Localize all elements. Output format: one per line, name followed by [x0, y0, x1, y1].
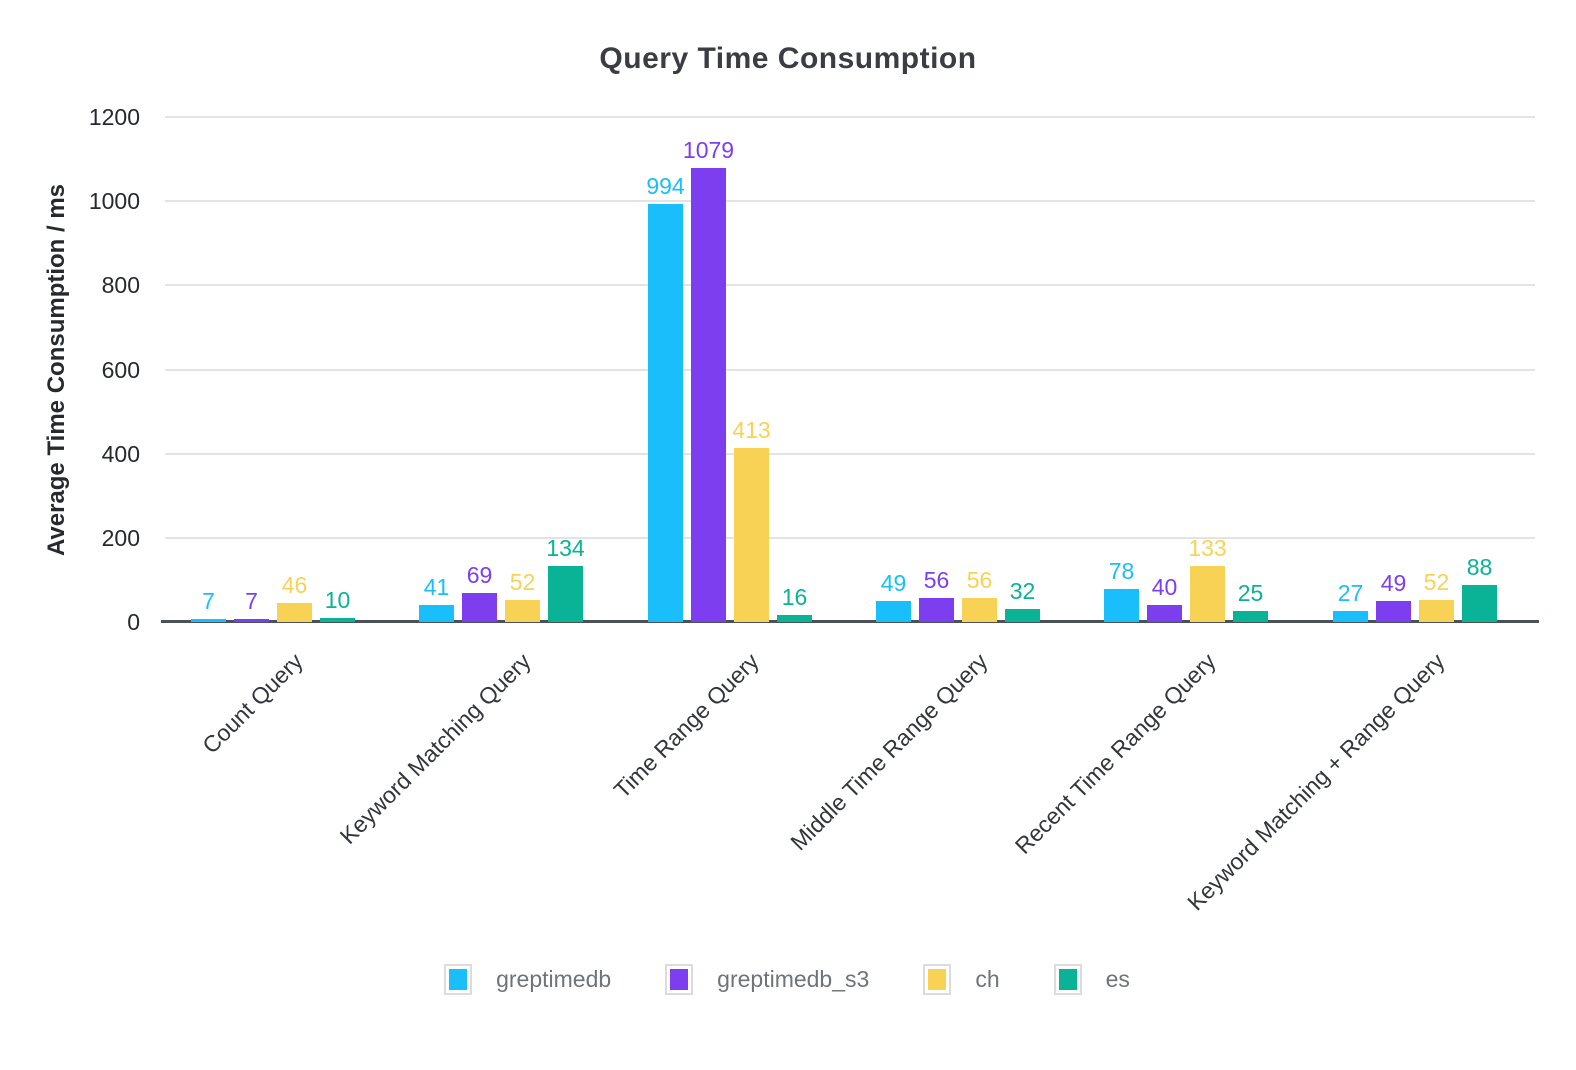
bar-greptimedb [419, 605, 454, 622]
gridline [165, 284, 1535, 287]
chart-title: Query Time Consumption [599, 42, 977, 75]
bar-value-label: 40 [1151, 574, 1178, 600]
bar-es [777, 615, 812, 622]
bar-value-label: 52 [1423, 569, 1450, 595]
bar-greptimedb [648, 204, 683, 622]
plot-area: 0 200 400 600 800 1000 1200 7 7 46 10 Count Query 41… [89, 104, 1539, 915]
x-axis-line [161, 620, 1539, 623]
bar-ch [505, 600, 540, 622]
y-axis-tick-label: 800 [101, 272, 140, 299]
bar-es [320, 618, 355, 622]
legend-label: greptimedb [496, 965, 612, 992]
x-axis-label: Recent Time Range Query [1009, 648, 1221, 859]
bar-es [1005, 609, 1040, 622]
bar-value-label: 88 [1466, 554, 1493, 580]
bar-value-label: 134 [546, 535, 585, 561]
gridline [165, 368, 1535, 371]
legend-swatch-icon [925, 965, 950, 993]
legend-item-greptimedb[interactable]: greptimedb [446, 965, 612, 993]
bar-value-label: 56 [923, 567, 950, 593]
bar-greptimedb_s3 [919, 598, 954, 622]
bar-value-label: 25 [1237, 580, 1264, 606]
bar-value-label: 27 [1337, 580, 1364, 606]
y-axis-tick-label: 1200 [88, 104, 140, 130]
legend: greptimedb greptimedb_s3 ch es [0, 956, 1576, 1002]
legend-swatch-icon [667, 965, 692, 993]
bar-value-label: 7 [245, 588, 258, 614]
gridline [165, 116, 1535, 118]
bar-value-label: 16 [781, 584, 808, 610]
x-axis-label: Time Range Query [609, 648, 765, 804]
legend-label: es [1105, 965, 1130, 992]
legend-item-greptimedb_s3[interactable]: greptimedb_s3 [667, 965, 870, 993]
bar-value-label: 7 [202, 588, 215, 614]
bar-es [1462, 585, 1497, 622]
bar-value-label: 56 [966, 567, 993, 593]
x-axis-label: Middle Time Range Query [785, 648, 993, 856]
gridline [165, 200, 1535, 203]
bar-value-label: 10 [324, 587, 351, 613]
y-axis-tick-label: 1000 [88, 188, 140, 215]
x-axis-label: Keyword Matching + Range Query [1181, 648, 1450, 916]
bar-value-label: 32 [1009, 578, 1036, 604]
bar-value-label: 49 [880, 570, 907, 596]
bar-greptimedb_s3 [462, 593, 497, 622]
bar-es [1233, 611, 1268, 622]
legend-swatch-icon [446, 965, 471, 993]
bar-value-label: 1079 [682, 137, 735, 163]
bar-greptimedb_s3 [234, 619, 269, 622]
bar-ch [962, 598, 997, 622]
bar-ch [277, 603, 312, 622]
x-axis-label: Count Query [196, 648, 308, 759]
bar-greptimedb [1104, 589, 1139, 622]
bar-greptimedb_s3 [1147, 605, 1182, 622]
bar-value-label: 49 [1380, 570, 1407, 596]
y-axis-tick-label: 600 [101, 356, 140, 383]
legend-swatch-icon [1055, 965, 1080, 993]
bar-value-label: 69 [466, 562, 493, 588]
bar-es [548, 566, 583, 622]
y-axis-tick-label: 200 [101, 524, 140, 551]
legend-label: greptimedb_s3 [717, 965, 870, 992]
bar-value-label: 78 [1108, 558, 1135, 584]
bar-greptimedb [191, 619, 226, 622]
y-axis-tick-label: 0 [127, 609, 140, 635]
gridline [165, 536, 1535, 539]
bar-greptimedb_s3 [691, 168, 726, 622]
x-axis-label: Keyword Matching Query [334, 648, 536, 849]
bar-value-label: 994 [646, 173, 685, 199]
bar-value-label: 52 [509, 569, 536, 595]
legend-label: ch [975, 965, 1000, 992]
bar-value-label: 413 [732, 417, 771, 443]
bar-greptimedb_s3 [1376, 601, 1411, 622]
bar-value-label: 46 [281, 572, 308, 598]
bar-ch [1419, 600, 1454, 622]
bar-greptimedb [876, 601, 911, 622]
legend-item-es[interactable]: es [1055, 965, 1130, 993]
bar-ch [1190, 566, 1225, 622]
bar-greptimedb [1333, 611, 1368, 622]
bar-ch [734, 448, 769, 622]
y-axis-tick-label: 400 [101, 440, 140, 467]
gridline [165, 452, 1535, 455]
legend-item-ch[interactable]: ch [925, 965, 1000, 993]
bar-value-label: 41 [423, 574, 450, 600]
bar-value-label: 133 [1188, 535, 1227, 561]
